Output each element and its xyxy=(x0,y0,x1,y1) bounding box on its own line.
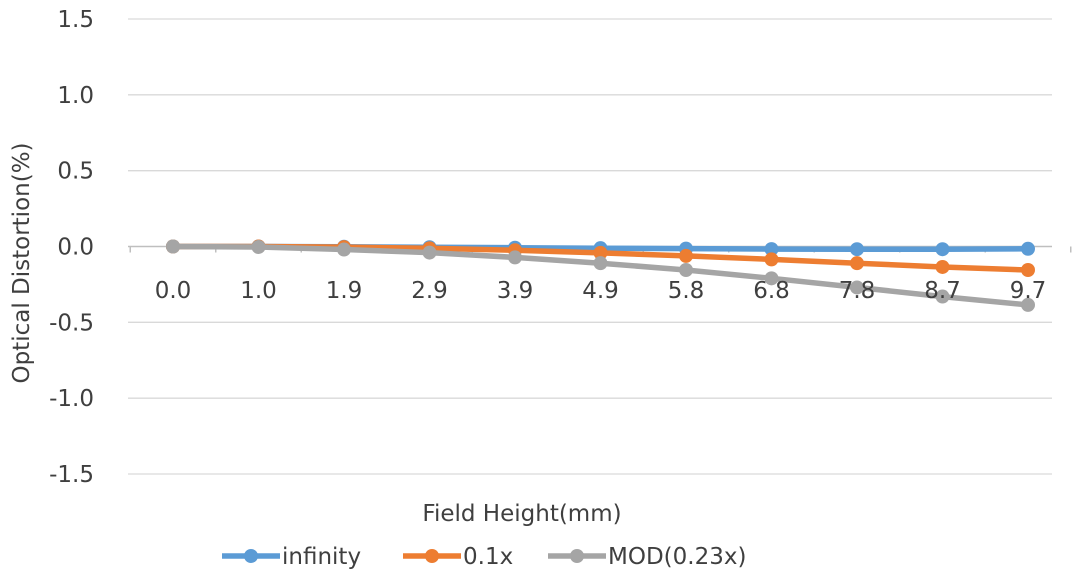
legend: infinity 0.1x MOD(0.23x) xyxy=(222,544,746,570)
x-tick-label: 0.0 xyxy=(155,278,192,304)
data-point xyxy=(850,256,864,271)
x-axis-label: Field Height(mm) xyxy=(422,501,621,527)
y-axis: 1.5 1.0 0.5 0.0 -0.5 -1.0 -1.5 xyxy=(49,7,94,488)
legend-swatch-marker xyxy=(425,549,439,563)
x-tick-label: 1.0 xyxy=(240,278,277,304)
gridlines xyxy=(128,18,1052,475)
data-point xyxy=(1021,241,1035,256)
data-point xyxy=(251,239,266,254)
y-tick-label: -0.5 xyxy=(49,310,94,336)
data-point xyxy=(935,242,950,257)
data-point xyxy=(764,242,779,257)
series-2 xyxy=(166,239,1035,312)
legend-item: 0.1x xyxy=(403,544,513,570)
legend-swatch-marker xyxy=(570,549,584,563)
data-point xyxy=(850,242,864,257)
x-tick-label: 7.8 xyxy=(839,278,876,304)
x-tick-label: 6.8 xyxy=(753,278,790,304)
legend-item: infinity xyxy=(222,544,361,570)
x-tick-label: 1.9 xyxy=(326,278,363,304)
y-tick-label: -1.0 xyxy=(49,386,94,412)
legend-label: infinity xyxy=(282,544,361,570)
data-point xyxy=(508,250,522,265)
y-tick-label: 1.5 xyxy=(57,7,94,33)
data-point xyxy=(422,245,437,260)
legend-swatch-marker xyxy=(244,549,258,563)
x-tick-label: 2.9 xyxy=(411,278,448,304)
data-point xyxy=(166,239,180,254)
data-point xyxy=(764,271,779,286)
x-tick-label: 5.8 xyxy=(668,278,705,304)
y-tick-label: 0.5 xyxy=(57,159,94,185)
x-tick-labels: 0.0 1.0 1.9 2.9 3.9 4.9 5.8 6.8 7.8 8.7 9.7 xyxy=(155,278,1047,304)
data-point xyxy=(935,259,950,274)
legend-label: 0.1x xyxy=(463,544,513,570)
y-tick-label: -1.5 xyxy=(49,462,94,488)
x-tick-label: 3.9 xyxy=(497,278,534,304)
x-tick-label: 4.9 xyxy=(582,278,619,304)
legend-label: MOD(0.23x) xyxy=(608,544,746,570)
x-tick-label: 9.7 xyxy=(1010,278,1047,304)
x-tick-label: 8.7 xyxy=(924,278,961,304)
data-point xyxy=(593,245,608,260)
y-axis-label: Optical Distortion(%) xyxy=(9,142,35,383)
data-point xyxy=(593,256,608,271)
data-point xyxy=(337,242,351,257)
data-point xyxy=(764,252,779,267)
legend-item: MOD(0.23x) xyxy=(548,544,746,570)
y-tick-label: 1.0 xyxy=(57,83,94,109)
data-point xyxy=(679,263,693,278)
data-point xyxy=(679,248,693,263)
data-point xyxy=(1021,297,1035,312)
data-point xyxy=(1021,263,1035,278)
y-tick-label: 0.0 xyxy=(57,235,94,261)
series-lines xyxy=(166,239,1035,312)
data-point xyxy=(935,289,950,304)
data-point xyxy=(850,280,864,295)
